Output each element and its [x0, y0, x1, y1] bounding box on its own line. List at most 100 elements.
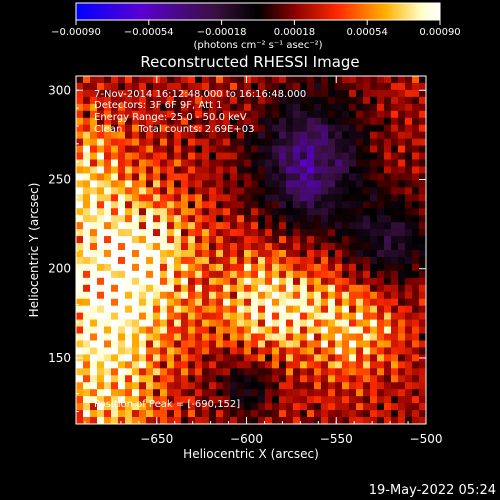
heatmap-cell — [307, 361, 315, 369]
heatmap-cell — [300, 375, 308, 383]
heatmap-cell — [398, 82, 406, 91]
heatmap-cell — [223, 403, 231, 411]
heatmap-cell — [391, 417, 399, 425]
heatmap-cell — [188, 138, 196, 146]
heatmap-cell — [146, 277, 154, 286]
heatmap-cell — [76, 340, 84, 348]
heatmap-cell — [160, 138, 168, 146]
heatmap-cell — [83, 333, 91, 341]
heatmap-cell — [300, 117, 308, 126]
heatmap-cell — [349, 131, 357, 139]
heatmap-cell — [265, 145, 273, 153]
heatmap-cell — [307, 375, 315, 383]
heatmap-cell — [321, 382, 329, 390]
heatmap-cell — [139, 340, 147, 348]
colorbar-gradient — [75, 2, 441, 21]
heatmap-cell — [300, 250, 308, 258]
heatmap-cell — [293, 222, 301, 230]
heatmap-cell — [76, 333, 84, 341]
heatmap-cell — [384, 340, 392, 348]
heatmap-cell — [321, 375, 329, 383]
heatmap-cell — [412, 138, 420, 146]
heatmap-cell — [251, 117, 259, 126]
heatmap-cell — [90, 117, 98, 126]
heatmap-cell — [97, 243, 105, 251]
heatmap-cell — [286, 410, 294, 418]
heatmap-cell — [370, 159, 378, 167]
heatmap-cell — [174, 312, 182, 320]
heatmap-cell — [258, 96, 266, 105]
heatmap-cell — [90, 305, 98, 313]
heatmap-cell — [265, 131, 273, 139]
heatmap-cell — [167, 82, 175, 91]
heatmap-cell — [321, 403, 329, 411]
heatmap-cell — [251, 152, 259, 160]
heatmap-cell — [146, 319, 154, 327]
heatmap-cell — [181, 333, 189, 341]
heatmap-cell — [328, 333, 336, 341]
heatmap-cell — [391, 96, 399, 105]
heatmap-cell — [377, 298, 385, 306]
heatmap-cell — [293, 382, 301, 390]
heatmap-cell — [419, 117, 427, 126]
heatmap-cell — [398, 291, 406, 300]
heatmap-cell — [370, 284, 378, 293]
heatmap-cell — [363, 347, 371, 355]
heatmap-cell — [202, 326, 210, 334]
heatmap-cell — [377, 243, 385, 251]
heatmap-cell — [132, 305, 140, 313]
heatmap-cell — [76, 208, 84, 216]
heatmap-cell — [188, 159, 196, 167]
heatmap-cell — [111, 145, 119, 153]
heatmap-cell — [398, 270, 406, 279]
heatmap-cell — [293, 410, 301, 418]
heatmap-cell — [398, 256, 406, 265]
heatmap-cell — [132, 166, 140, 174]
heatmap-cell — [321, 236, 329, 244]
heatmap-cell — [412, 410, 420, 418]
heatmap-cell — [104, 347, 112, 355]
heatmap-cell — [160, 124, 168, 132]
heatmap-cell — [265, 389, 273, 397]
heatmap-cell — [202, 229, 210, 237]
heatmap-cell — [153, 124, 161, 132]
heatmap-cell — [251, 354, 259, 362]
heatmap-cell — [307, 138, 315, 146]
heatmap-cell — [97, 347, 105, 355]
heatmap-cell — [195, 138, 203, 146]
heatmap-cell — [118, 263, 126, 272]
heatmap-cell — [125, 354, 133, 362]
heatmap-cell — [251, 138, 259, 146]
heatmap-cell — [146, 250, 154, 258]
heatmap-cell — [118, 319, 126, 327]
heatmap-cell — [398, 138, 406, 146]
heatmap-cell — [391, 368, 399, 376]
heatmap-cell — [251, 180, 259, 188]
heatmap-cell — [391, 89, 399, 98]
heatmap-cell — [139, 173, 147, 181]
heatmap-cell — [118, 236, 126, 244]
heatmap-cell — [76, 291, 84, 300]
heatmap-cell — [363, 103, 371, 112]
heatmap-cell — [125, 270, 133, 279]
heatmap-cell — [181, 354, 189, 362]
heatmap-cell — [181, 110, 189, 119]
heatmap-cell — [90, 250, 98, 258]
heatmap-cell — [412, 368, 420, 376]
heatmap-cell — [230, 417, 238, 425]
heatmap-cell — [412, 222, 420, 230]
heatmap-cell — [286, 361, 294, 369]
heatmap-cell — [356, 82, 364, 91]
heatmap-cell — [391, 277, 399, 286]
heatmap-cell — [286, 375, 294, 383]
heatmap-cell — [230, 389, 238, 397]
heatmap-cell — [90, 298, 98, 306]
heatmap-cell — [160, 291, 168, 300]
heatmap-cell — [237, 333, 245, 341]
heatmap-cell — [377, 347, 385, 355]
heatmap-cell — [216, 417, 224, 425]
heatmap-cell — [195, 361, 203, 369]
heatmap-cell — [391, 173, 399, 181]
heatmap-cell — [384, 152, 392, 160]
heatmap-cell — [384, 180, 392, 188]
